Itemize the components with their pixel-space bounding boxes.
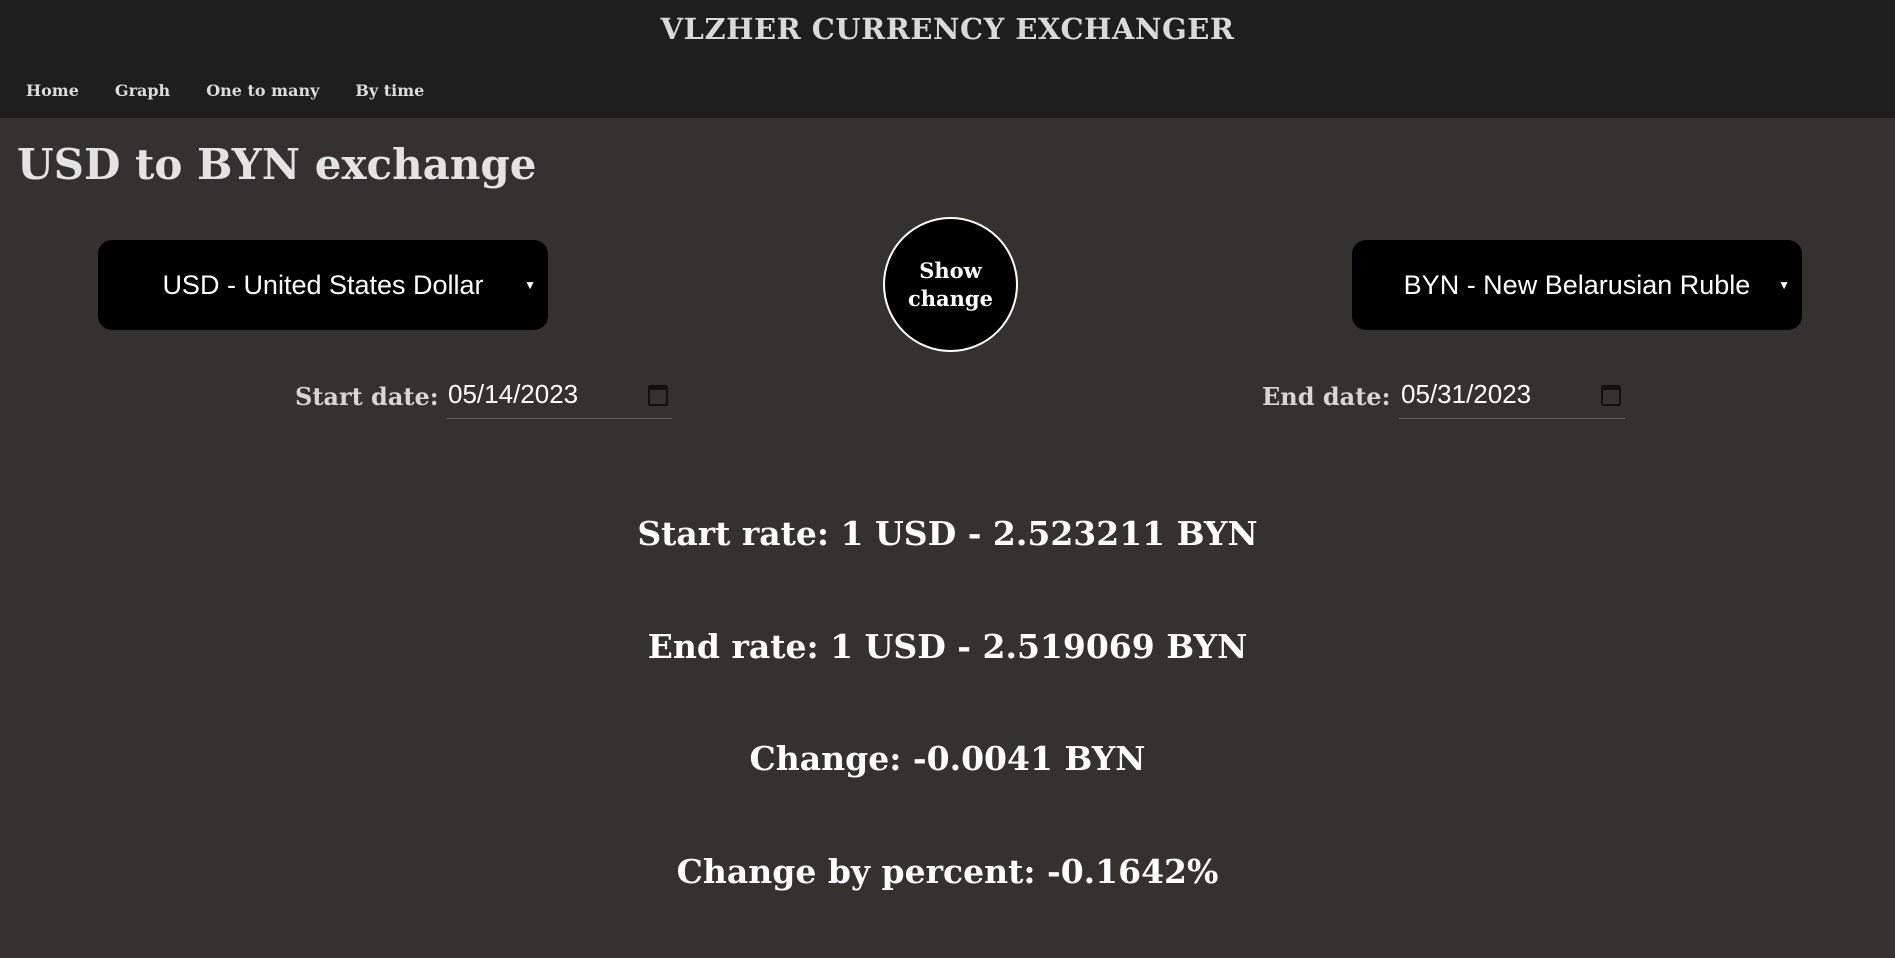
from-currency-select[interactable]: USD - United States Dollar ▼	[98, 240, 548, 330]
page-title: USD to BYN exchange	[17, 140, 537, 189]
change-text: Change: -0.0041 BYN	[749, 739, 1146, 778]
from-currency-value: USD - United States Dollar	[162, 269, 484, 300]
top-header: VLZHER CURRENCY EXCHANGER Home Graph One…	[0, 0, 1895, 118]
start-date-label: Start date:	[295, 382, 439, 411]
app-title: VLZHER CURRENCY EXCHANGER	[660, 12, 1235, 46]
nav-item-by-time[interactable]: By time	[355, 81, 425, 100]
nav-bar: Home Graph One to many By time	[26, 81, 460, 100]
to-currency-value: BYN - New Belarusian Ruble	[1403, 269, 1751, 300]
nav-item-one-to-many[interactable]: One to many	[206, 81, 320, 100]
caret-down-icon: ▼	[524, 278, 536, 292]
end-date-label: End date:	[1262, 382, 1391, 411]
end-date-input[interactable]: 05/31/2023	[1399, 377, 1625, 419]
start-date-input[interactable]: 05/14/2023	[446, 377, 672, 419]
calendar-icon[interactable]	[648, 385, 668, 406]
to-currency-select[interactable]: BYN - New Belarusian Ruble ▼	[1352, 240, 1802, 330]
nav-item-graph[interactable]: Graph	[114, 81, 171, 100]
nav-item-home[interactable]: Home	[26, 81, 79, 100]
calendar-icon[interactable]	[1601, 385, 1621, 406]
start-date-value: 05/14/2023	[448, 379, 579, 409]
change-percent-text: Change by percent: -0.1642%	[676, 852, 1219, 891]
caret-down-icon: ▼	[1778, 278, 1790, 292]
end-date-value: 05/31/2023	[1401, 379, 1532, 409]
end-rate-text: End rate: 1 USD - 2.519069 BYN	[647, 627, 1248, 666]
show-change-button[interactable]: Show change	[883, 217, 1018, 352]
start-rate-text: Start rate: 1 USD - 2.523211 BYN	[637, 514, 1258, 553]
